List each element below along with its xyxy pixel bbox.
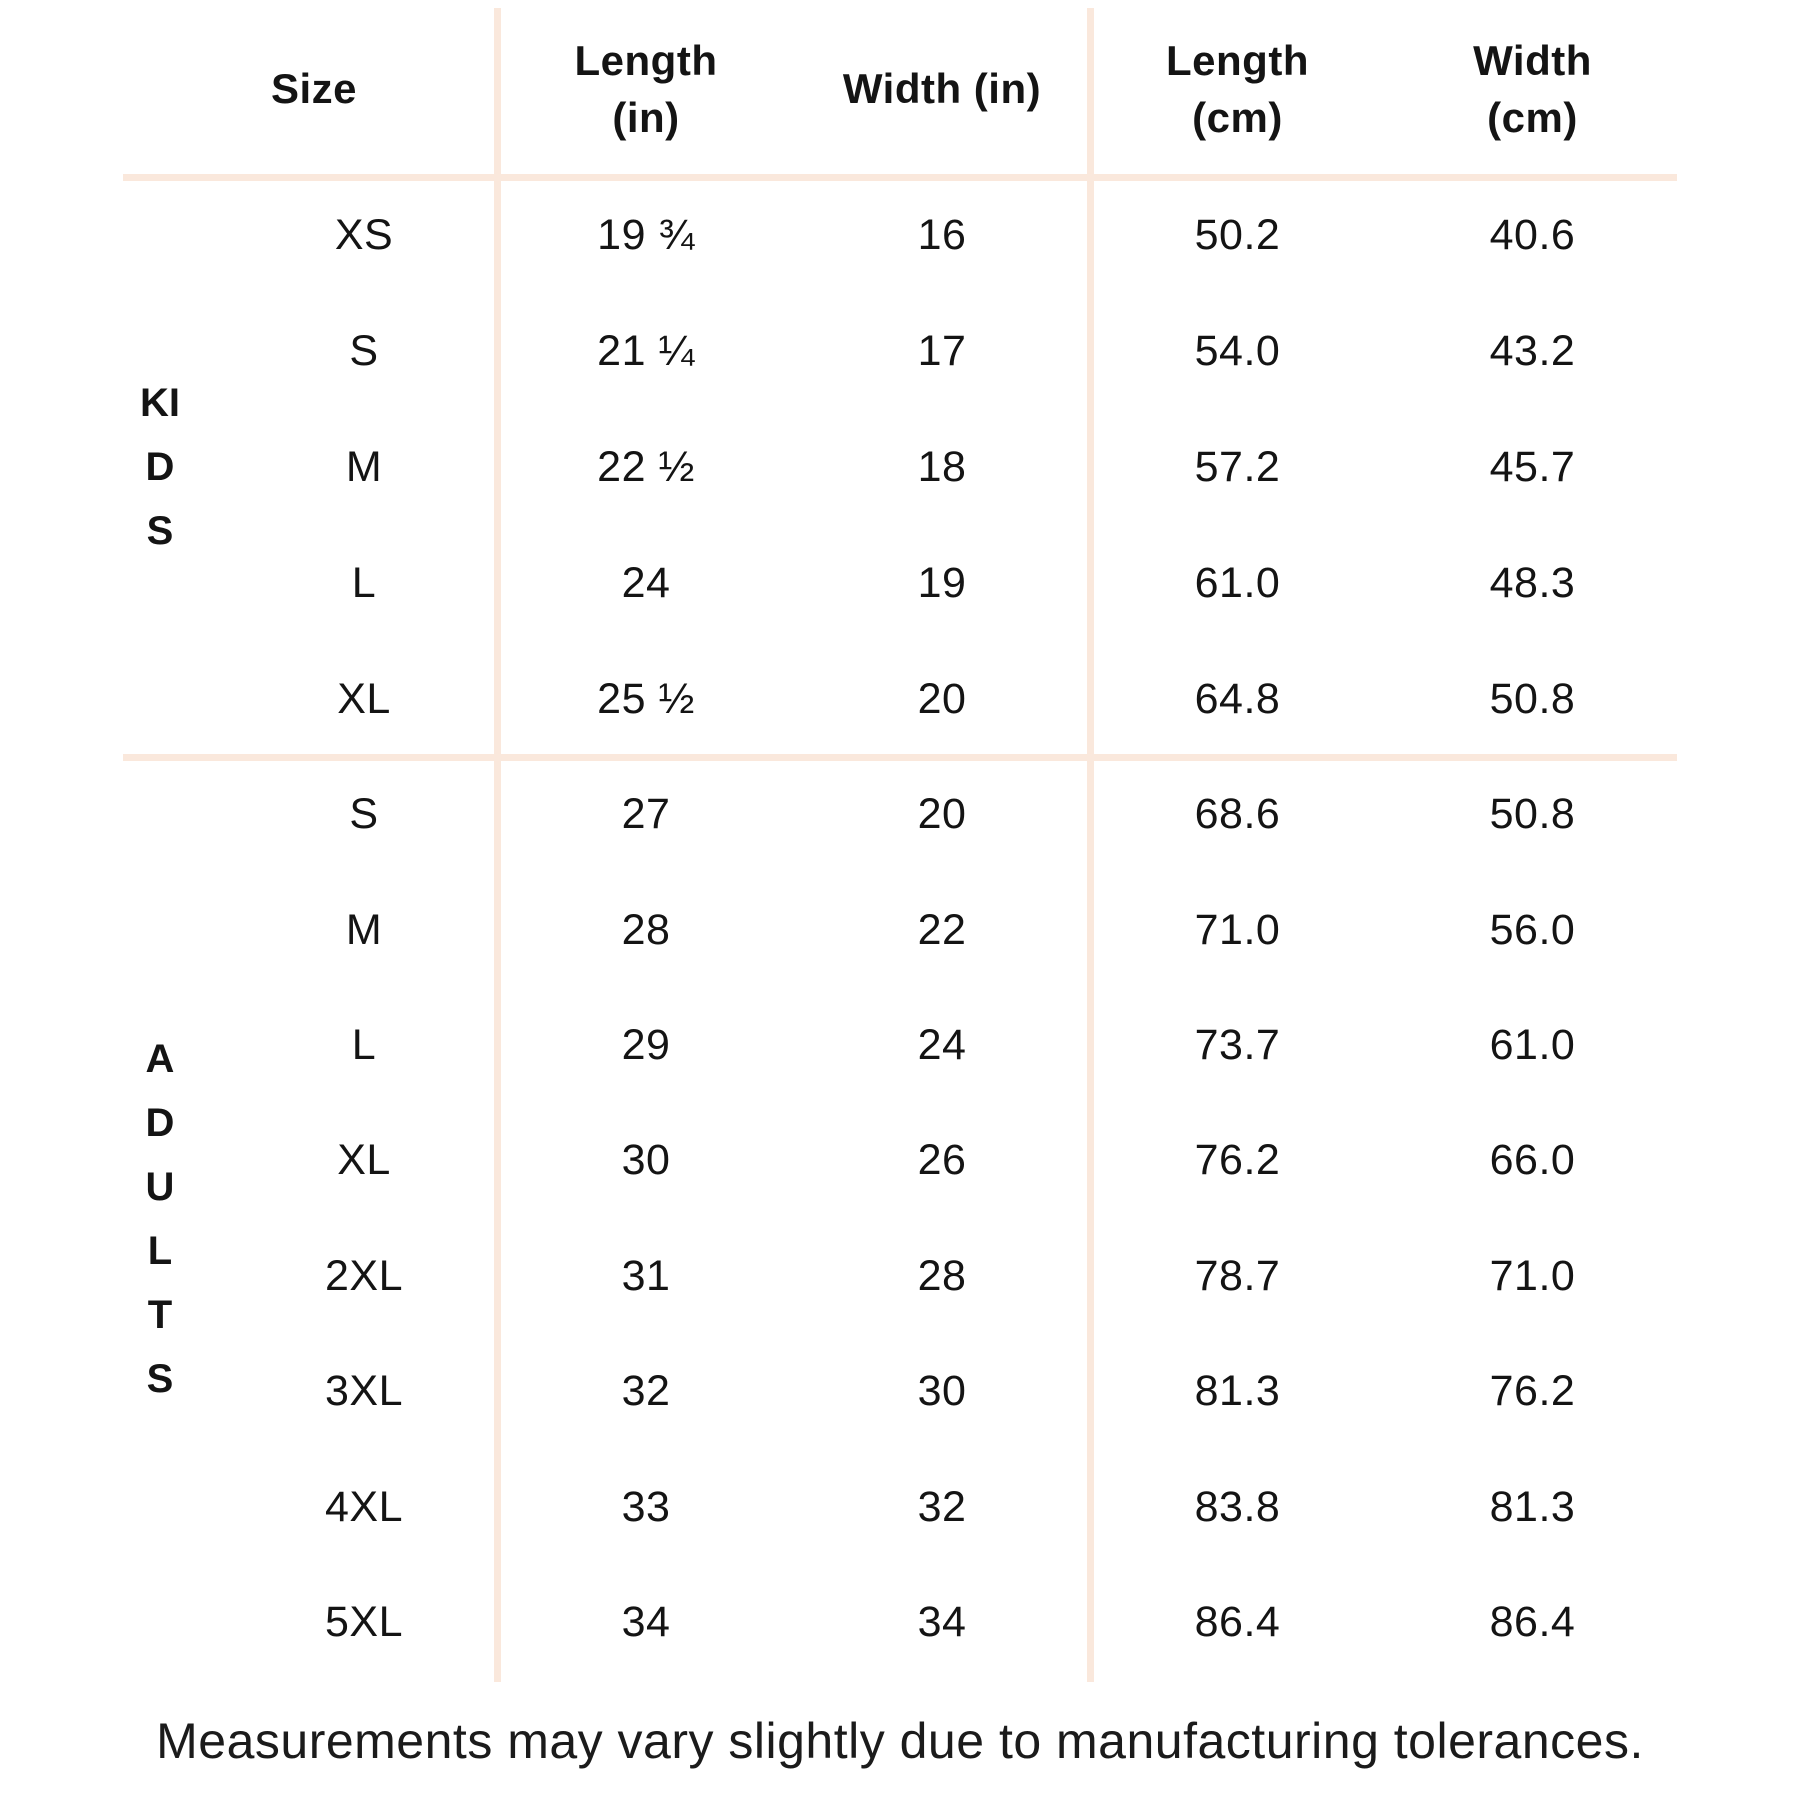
size-cell: L [351,1020,377,1069]
width-in-cell: 16 [917,210,967,259]
width-in-cell: 24 [917,1020,967,1069]
length-in-cell: 25 ½ [597,674,695,723]
length-cm-cell: 64.8 [1194,674,1281,723]
size-cell: 3XL [324,1367,403,1416]
width-cm-cell: 43.2 [1489,326,1576,375]
size-cell: M [345,905,383,954]
size-cell: 4XL [324,1482,403,1531]
length-in-cell: 34 [621,1597,671,1646]
column-header-length-in: Length (in) [574,36,718,141]
length-in-cell: 32 [621,1367,671,1416]
width-cm-cell: 86.4 [1489,1597,1576,1646]
length-cm-cell: 54.0 [1194,326,1281,375]
size-cell: 5XL [324,1597,403,1646]
length-cm-cell: 68.6 [1194,790,1281,839]
width-in-cell: 22 [917,905,967,954]
length-in-cell: 33 [621,1482,671,1531]
length-in-cell: 19 ¾ [597,210,695,259]
length-cm-cell: 61.0 [1194,558,1281,607]
footer-note: Measurements may vary slightly due to ma… [156,1713,1644,1769]
size-cell: XL [337,674,391,723]
width-cm-cell: 81.3 [1489,1482,1576,1531]
size-cell: XS [334,210,394,259]
width-cm-cell: 50.8 [1489,674,1576,723]
group-label-adults: ADULTS [0,757,230,1680]
width-cm-cell: 40.6 [1489,210,1576,259]
width-in-cell: 28 [917,1251,967,1300]
column-header-width-in: Width (in) [842,65,1042,112]
width-cm-cell: 48.3 [1489,558,1576,607]
width-in-cell: 20 [917,674,967,723]
width-cm-cell: 61.0 [1489,1020,1576,1069]
vertical-divider [1087,8,1094,1682]
length-in-cell: 21 ¼ [597,326,695,375]
length-in-cell: 31 [621,1251,671,1300]
size-cell: M [345,442,383,491]
size-cell: S [349,326,379,375]
length-cm-cell: 81.3 [1194,1367,1281,1416]
length-cm-cell: 57.2 [1194,442,1281,491]
width-in-cell: 32 [917,1482,967,1531]
group-label-text: ADULTS [145,1036,175,1401]
width-in-cell: 18 [917,442,967,491]
length-in-cell: 22 ½ [597,442,695,491]
size-cell: 2XL [324,1251,403,1300]
column-header-length-cm: Length (cm) [1166,36,1309,141]
width-cm-cell: 66.0 [1489,1136,1576,1185]
length-cm-cell: 83.8 [1194,1482,1281,1531]
length-in-cell: 24 [621,558,671,607]
width-cm-cell: 76.2 [1489,1367,1576,1416]
size-chart-table: Size Length (in) Width (in) Length (cm) … [0,36,1592,1680]
width-cm-cell: 45.7 [1489,442,1576,491]
vertical-divider [494,8,501,1682]
width-in-cell: 19 [917,558,967,607]
group-label-kids: KIDS [0,177,230,757]
section-divider [123,754,1677,761]
length-cm-cell: 71.0 [1194,905,1281,954]
width-in-cell: 26 [917,1136,967,1185]
length-in-cell: 30 [621,1136,671,1185]
width-in-cell: 34 [917,1597,967,1646]
length-cm-cell: 50.2 [1194,210,1281,259]
length-cm-cell: 73.7 [1194,1020,1281,1069]
width-in-cell: 30 [917,1367,967,1416]
size-cell: L [351,558,377,607]
header-divider [123,174,1677,181]
length-in-cell: 29 [621,1020,671,1069]
length-cm-cell: 78.7 [1194,1251,1281,1300]
length-cm-cell: 86.4 [1194,1597,1281,1646]
width-in-cell: 20 [917,790,967,839]
size-cell: XL [337,1136,391,1185]
width-cm-cell: 50.8 [1489,790,1576,839]
column-header-width-cm: Width (cm) [1473,36,1592,141]
group-label-text: KIDS [140,381,180,553]
length-in-cell: 27 [621,790,671,839]
column-header-size: Size [270,65,358,112]
width-in-cell: 17 [917,326,967,375]
length-cm-cell: 76.2 [1194,1136,1281,1185]
width-cm-cell: 56.0 [1489,905,1576,954]
length-in-cell: 28 [621,905,671,954]
width-cm-cell: 71.0 [1489,1251,1576,1300]
size-cell: S [349,790,379,839]
